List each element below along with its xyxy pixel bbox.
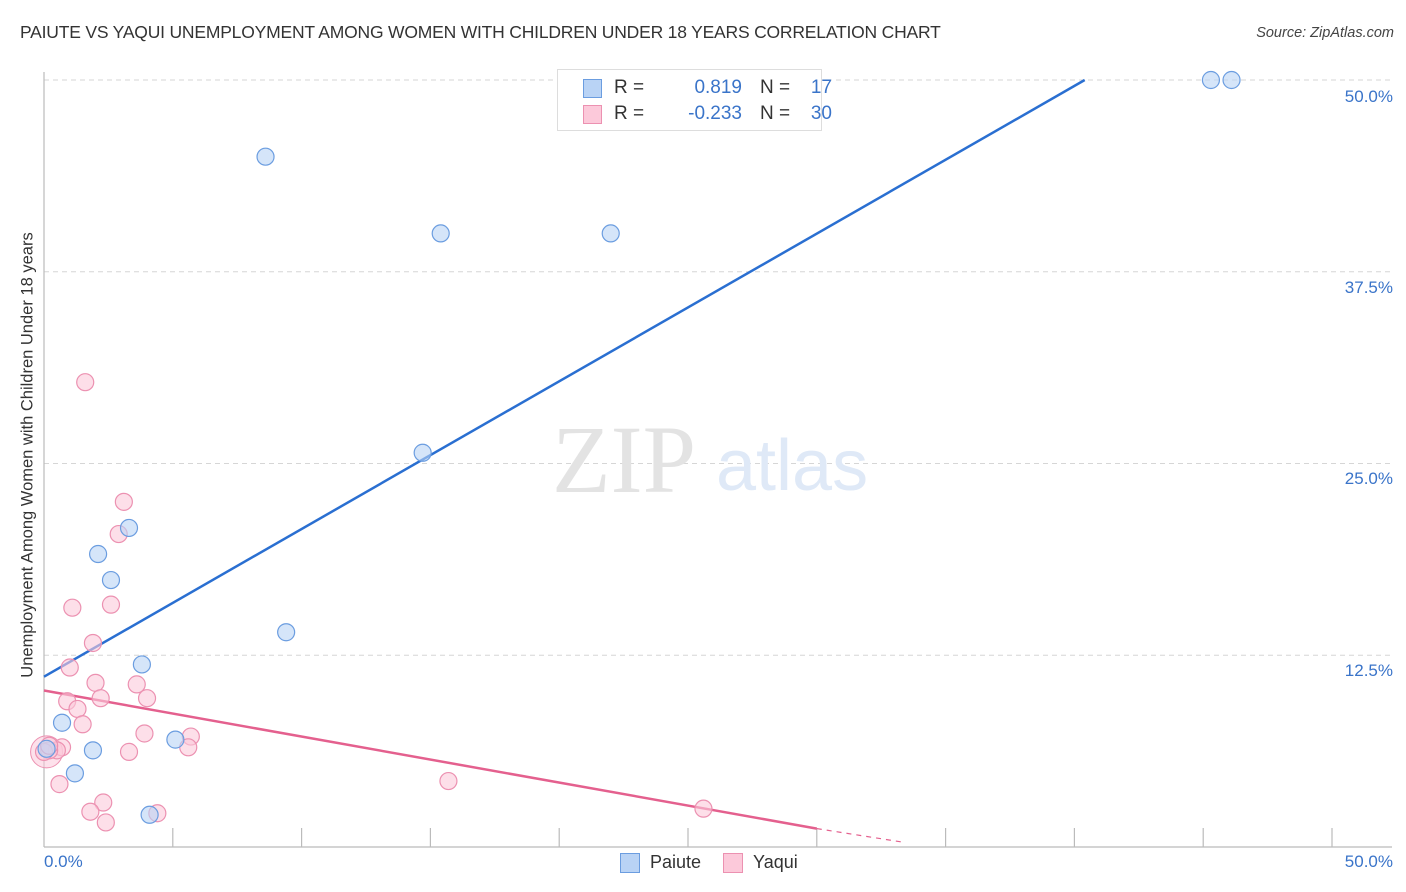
paiute-point [119,518,139,538]
paiute-point [37,739,56,758]
paiute-point [431,224,450,243]
yaqui-point [91,689,110,708]
y-axis-label: Unemployment Among Women with Children U… [18,232,37,678]
n-label: N = [760,103,791,124]
legend-row-yaqui: R = -0.233 N = 30 [583,102,832,126]
paiute-point [132,655,151,674]
yaqui-point [94,793,113,812]
paiute-swatch-icon [583,78,602,98]
data-points [30,70,1241,832]
yaqui-point [50,775,69,794]
n-value: 30 [810,103,832,124]
paiute-trendline [43,78,1086,678]
paiute-point [52,713,72,732]
yaqui-point [63,598,82,617]
yaqui-point [76,373,95,392]
yaqui-trendline-extension [816,827,905,843]
r-label: R = [614,77,645,98]
y-tick-12-5: 12.5% [1344,661,1393,680]
paiute-point [256,147,275,166]
paiute-point [83,741,103,760]
yaqui-point [694,799,713,818]
watermark-zip: ZIP [552,406,696,513]
paiute-swatch-icon [620,852,640,873]
gridlines [44,79,1392,656]
chart-title: PAIUTE VS YAQUI UNEMPLOYMENT AMONG WOMEN… [20,22,941,42]
yaqui-point [60,658,79,677]
yaqui-trendline [43,689,818,830]
yaqui-point [119,742,139,761]
yaqui-point [137,689,157,708]
y-tick-50: 50.0% [1344,87,1393,106]
correlation-legend: R = 0.819 N = 17 R = -0.233 N = 30 [557,69,832,131]
n-label: N = [760,77,791,98]
watermark-atlas: atlas [716,426,868,506]
yaqui-point [73,715,92,734]
watermark: ZIP atlas [552,406,868,513]
yaqui-swatch-icon [583,104,602,124]
yaqui-point [96,813,115,832]
yaqui-point [86,673,105,692]
r-value: 0.819 [694,77,742,98]
r-value: -0.233 [688,103,742,124]
paiute-point [601,224,620,243]
yaqui-point [68,699,87,719]
y-tick-25: 25.0% [1344,469,1393,488]
paiute-point [88,544,108,564]
x-tick-50: 50.0% [1344,852,1393,871]
yaqui-point [81,802,100,821]
legend-item-yaqui[interactable]: Yaqui [723,852,798,873]
r-label: R = [614,103,645,124]
legend-label-yaqui: Yaqui [753,852,798,872]
yaqui-point [127,675,146,694]
yaqui-point [439,771,458,791]
axes [43,72,1392,848]
paiute-point [277,623,296,642]
legend-label-paiute: Paiute [650,852,702,872]
paiute-point [65,764,85,783]
legend-item-paiute[interactable]: Paiute [620,852,701,873]
yaqui-point [101,595,121,614]
y-tick-37-5: 37.5% [1344,278,1393,297]
paiute-point [140,805,159,824]
paiute-point [166,730,185,749]
x-tick-0: 0.0% [44,852,83,871]
legend-row-paiute: R = 0.819 N = 17 [583,76,832,100]
paiute-point [101,570,121,590]
trendlines [43,78,1086,843]
yaqui-swatch-icon [723,852,744,873]
paiute-point [413,443,432,462]
series-legend: Paiute Yaqui [620,852,820,873]
paiute-point [1222,70,1241,90]
yaqui-point [83,633,103,653]
source-label: Source: ZipAtlas.com [1256,25,1394,41]
yaqui-point [114,492,133,511]
n-value: 17 [810,77,832,98]
paiute-point [1201,70,1221,90]
yaqui-point [135,724,154,743]
